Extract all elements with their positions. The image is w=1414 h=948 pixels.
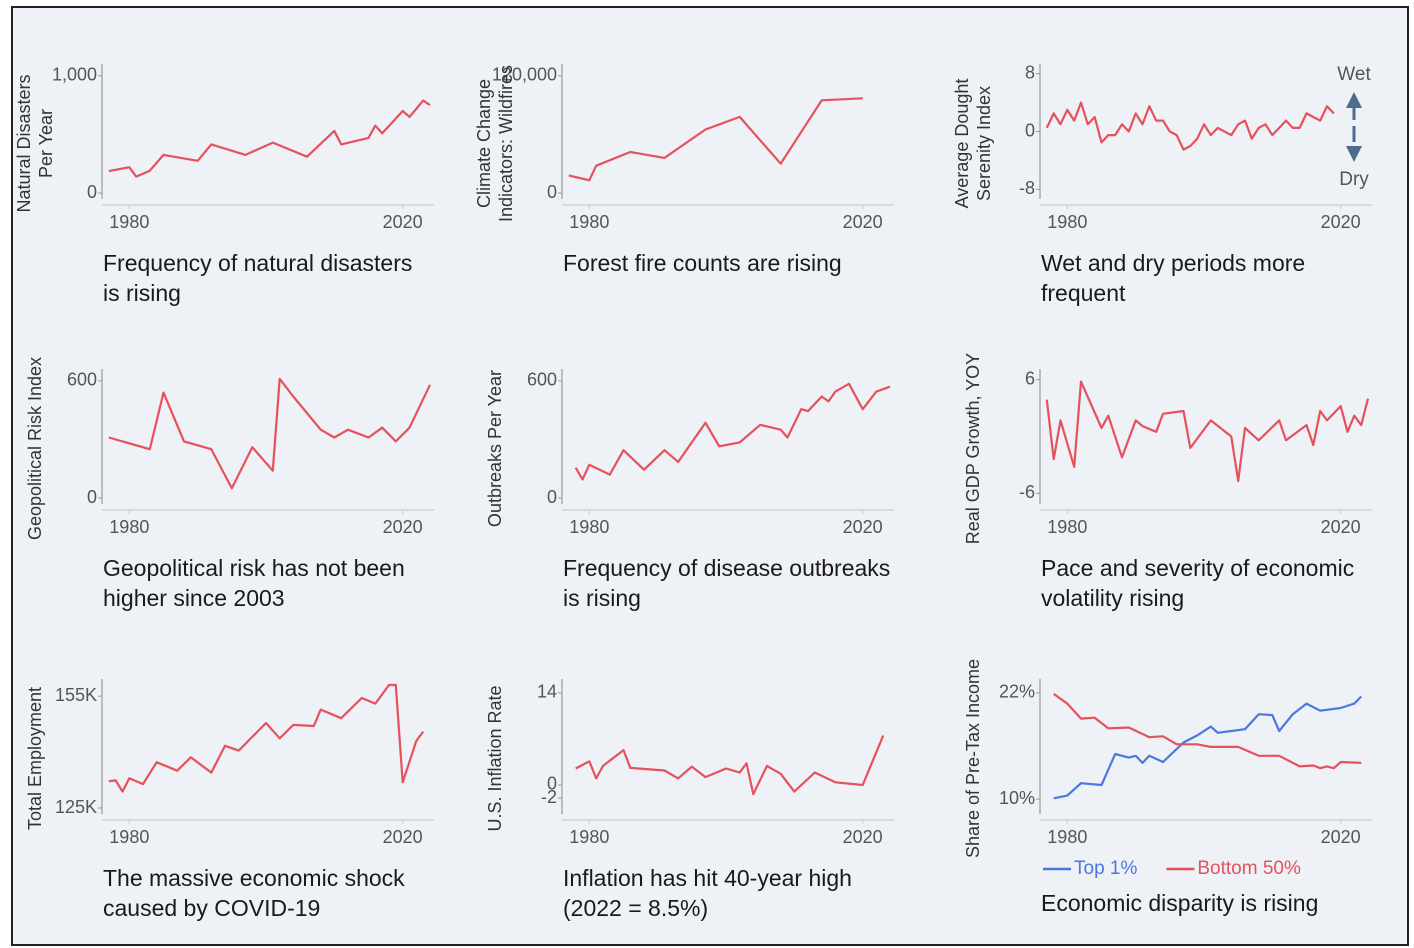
x-tick-label: 1980	[1047, 517, 1087, 537]
y-axis-label: Indicators: Wildfires	[496, 65, 516, 222]
panel-title: volatility rising	[1041, 585, 1184, 611]
panel-title: (2022 = 8.5%)	[563, 895, 708, 921]
y-tick-label: -6	[1019, 482, 1035, 502]
panel-title: Geopolitical risk has not been	[103, 555, 405, 581]
y-tick-label: -8	[1019, 178, 1035, 198]
panel-title: is rising	[103, 280, 181, 306]
y-tick-label: 6	[1025, 368, 1035, 388]
panel-title: Economic disparity is rising	[1041, 890, 1318, 916]
series-line	[574, 382, 891, 481]
y-tick-label: 125K	[55, 797, 97, 817]
x-tick-label: 1980	[109, 212, 149, 232]
y-tick-label: 0	[547, 774, 557, 794]
series-line	[1045, 101, 1335, 151]
series-line	[568, 97, 863, 182]
y-tick-label: -2	[541, 787, 557, 807]
y-axis-label: Geopolitical Risk Index	[25, 357, 45, 540]
y-tick-label: 120,000	[492, 65, 557, 85]
legend-label: Bottom 50%	[1197, 858, 1301, 879]
series-line	[1045, 380, 1370, 483]
y-tick-label: 0	[547, 487, 557, 507]
x-tick-label: 2020	[843, 827, 883, 847]
y-axis-label: Average Dought	[952, 79, 972, 209]
wet-dry-arrow	[1346, 92, 1362, 162]
y-tick-label: 155K	[55, 685, 97, 705]
legend-label: Top 1%	[1074, 858, 1137, 879]
y-axis-label: Share of Pre-Tax Income	[963, 659, 983, 858]
y-tick-label: 8	[1025, 62, 1035, 82]
y-tick-label: 600	[67, 370, 97, 390]
x-tick-label: 1980	[109, 517, 149, 537]
series-line	[108, 683, 425, 793]
panel-title: higher since 2003	[103, 585, 285, 611]
y-tick-label: 0	[1025, 120, 1035, 140]
y-axis-label: U.S. Inflation Rate	[485, 685, 505, 831]
panel-title: Inflation has hit 40-year high	[563, 865, 852, 891]
panel-title: is rising	[563, 585, 641, 611]
x-tick-label: 1980	[569, 212, 609, 232]
y-tick-label: 0	[547, 182, 557, 202]
x-tick-label: 2020	[383, 517, 423, 537]
x-tick-label: 1980	[109, 827, 149, 847]
x-tick-label: 2020	[1321, 827, 1361, 847]
series-line	[575, 735, 885, 796]
y-tick-label: 0	[87, 182, 97, 202]
panel-title: Forest fire counts are rising	[563, 250, 842, 276]
series-line	[1053, 692, 1362, 770]
y-axis-label: Outbreaks Per Year	[485, 370, 505, 527]
y-tick-label: 600	[527, 370, 557, 390]
x-tick-label: 1980	[569, 827, 609, 847]
panel-title: Pace and severity of economic	[1041, 555, 1354, 581]
panel-title: Frequency of natural disasters	[103, 250, 412, 276]
x-tick-label: 2020	[1321, 212, 1361, 232]
annotation: Wet	[1337, 64, 1371, 85]
y-axis-label: Per Year	[36, 109, 56, 178]
series-line	[108, 377, 431, 490]
panel-title: caused by COVID-19	[103, 895, 320, 921]
panel-title: frequent	[1041, 280, 1126, 306]
x-tick-label: 1980	[1047, 827, 1087, 847]
panel-title: Wet and dry periods more	[1041, 250, 1305, 276]
panel-title: Frequency of disease outbreaks	[563, 555, 890, 581]
y-tick-label: 1,000	[52, 65, 97, 85]
series-line	[108, 99, 431, 178]
y-axis-label: Total Employment	[25, 687, 45, 830]
x-tick-label: 2020	[383, 212, 423, 232]
panel-frame	[11, 6, 1409, 946]
x-tick-label: 2020	[843, 517, 883, 537]
panel-title: The massive economic shock	[103, 865, 405, 891]
y-tick-label: 0	[87, 487, 97, 507]
series-line	[1053, 695, 1362, 800]
y-tick-label: 14	[537, 682, 557, 702]
x-tick-label: 2020	[843, 212, 883, 232]
y-axis-label: Serenity Index	[974, 86, 994, 201]
y-tick-label: 22%	[999, 682, 1035, 702]
y-axis-label: Real GDP Growth, YOY	[963, 353, 983, 544]
x-tick-label: 2020	[383, 827, 423, 847]
y-tick-label: 10%	[999, 788, 1035, 808]
y-axis-label: Natural Disasters	[14, 74, 34, 212]
x-tick-label: 2020	[1321, 517, 1361, 537]
annotation: Dry	[1339, 169, 1369, 190]
x-tick-label: 1980	[1047, 212, 1087, 232]
y-axis-label: Climate Change	[474, 79, 494, 208]
x-tick-label: 1980	[569, 517, 609, 537]
